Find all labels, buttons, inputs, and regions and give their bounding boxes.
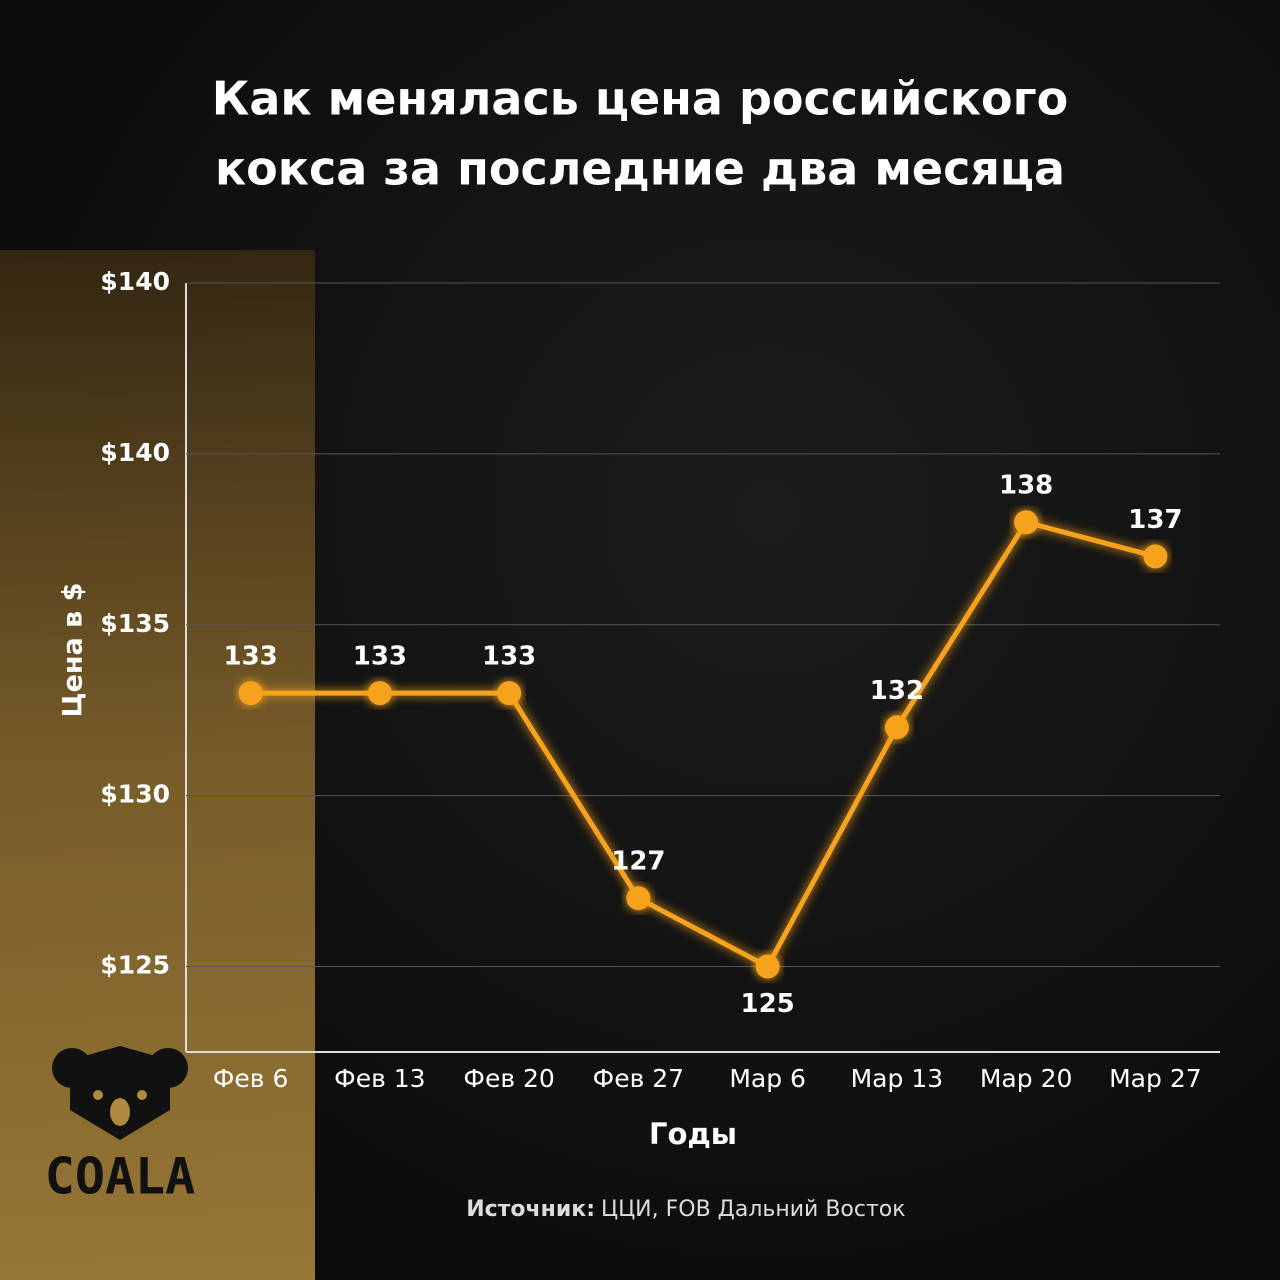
y-tick-label: $130: [100, 780, 170, 809]
x-axis-label: Годы: [649, 1117, 737, 1151]
value-label: 133: [353, 642, 407, 672]
point: [497, 681, 522, 706]
value-label: 132: [870, 676, 924, 706]
x-tick-label: Фев 13: [334, 1064, 425, 1093]
x-tick-label: Фев 20: [463, 1064, 554, 1093]
x-tick-label: Мар 6: [729, 1064, 806, 1093]
logo: COALA: [45, 1046, 196, 1206]
x-tick-label: Мар 20: [980, 1064, 1073, 1093]
point: [238, 681, 263, 706]
value-label: 138: [999, 471, 1053, 501]
y-tick-label: $140: [100, 438, 170, 467]
y-tick-label: $125: [100, 951, 170, 980]
value-label: 133: [223, 642, 277, 672]
photo-panel: [0, 250, 315, 1280]
brand: COALA: [45, 1148, 196, 1206]
logo-head: [70, 1046, 170, 1140]
y-axis-label: Цена в $: [58, 583, 89, 718]
value-label: 125: [740, 989, 794, 1019]
y-tick-label: $140: [100, 267, 170, 296]
x-tick-label: Мар 13: [851, 1064, 944, 1093]
line: [250, 519, 1157, 970]
point: [626, 886, 651, 911]
value-label: 133: [482, 642, 536, 672]
point: [1143, 544, 1168, 569]
source-label: Источник:: [466, 1197, 595, 1222]
value-label: 137: [1128, 505, 1182, 535]
value-label: 127: [611, 847, 665, 877]
point: [1014, 510, 1039, 535]
chart-title: кокса за последние два месяца: [215, 142, 1065, 196]
y-tick-label: $135: [100, 609, 170, 638]
logo-eye: [137, 1090, 147, 1100]
x-tick-label: Фев 27: [593, 1064, 684, 1093]
x-tick-label: Фев 6: [213, 1064, 289, 1093]
point: [884, 715, 909, 740]
source: ЦЦИ, FOB Дальний Восток: [601, 1197, 906, 1222]
point: [755, 954, 780, 979]
logo-eye: [93, 1090, 103, 1100]
point: [367, 681, 392, 706]
logo-nose: [110, 1098, 130, 1126]
x-tick-label: Мар 27: [1109, 1064, 1202, 1093]
chart-title: Как менялась цена российского: [212, 72, 1068, 126]
